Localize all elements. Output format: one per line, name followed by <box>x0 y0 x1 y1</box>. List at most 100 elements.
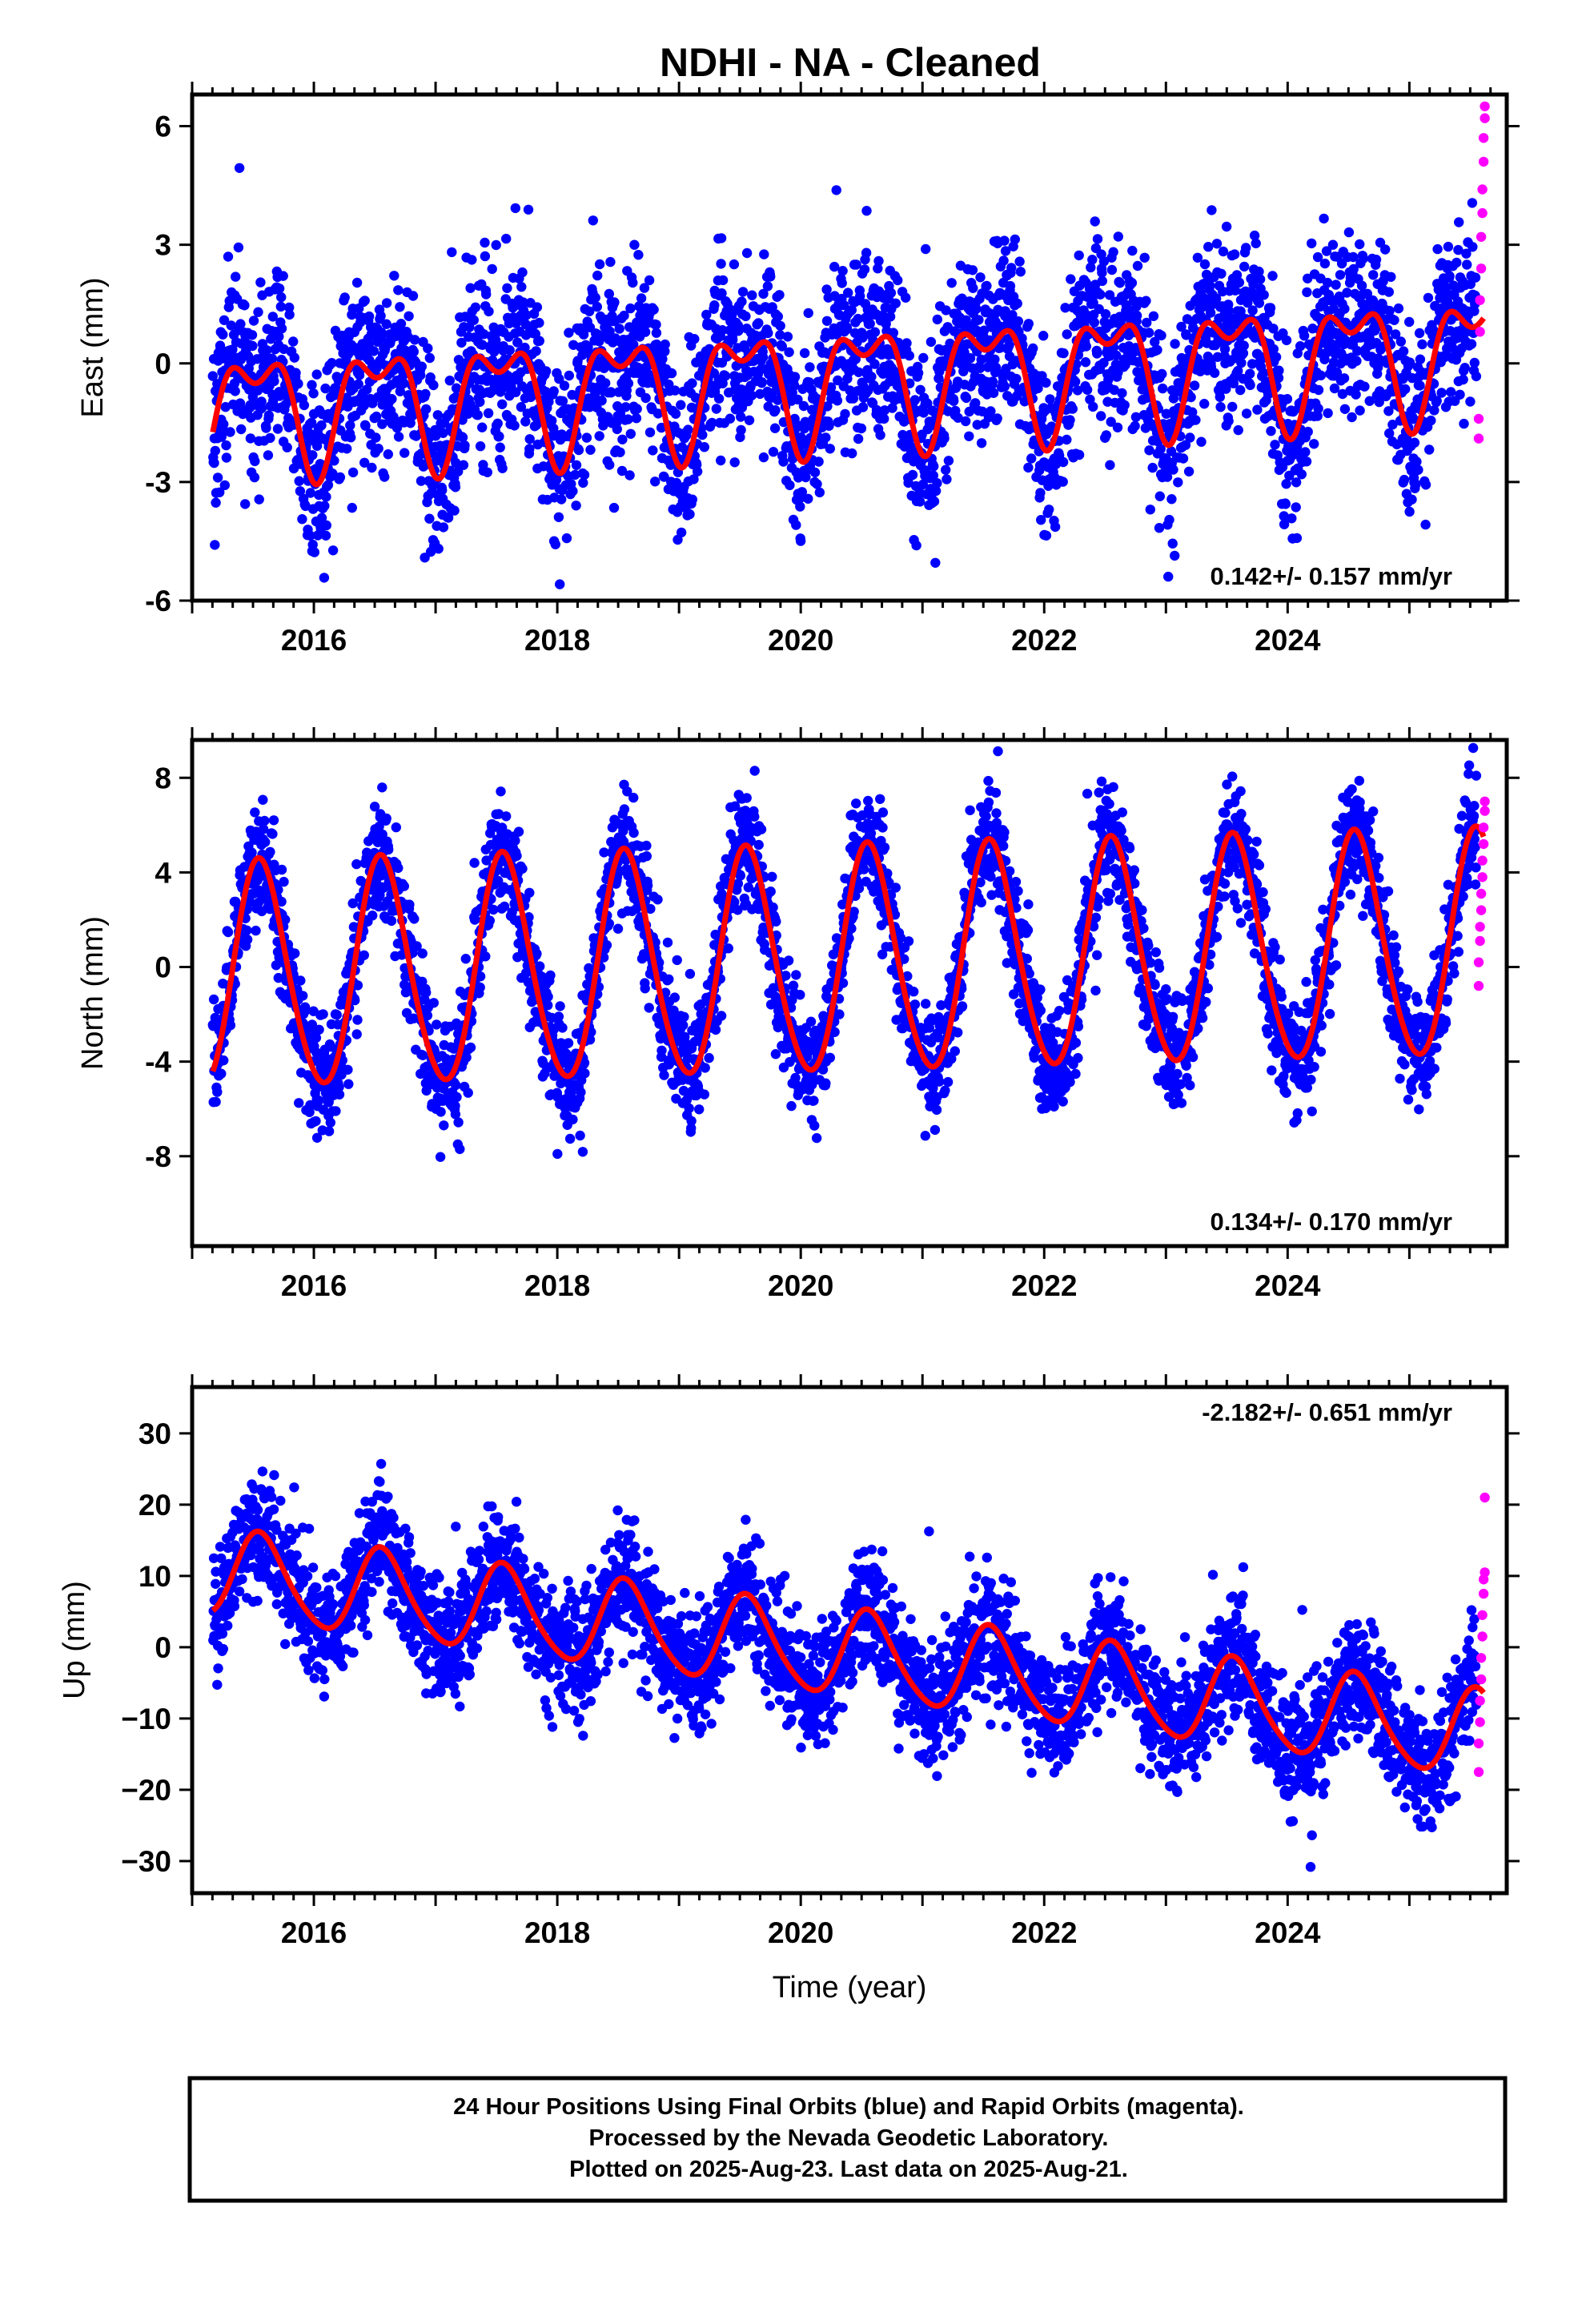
east-final-point <box>1319 213 1329 224</box>
east-final-point <box>1462 259 1472 270</box>
east-final-point <box>393 285 404 296</box>
east-final-point <box>946 278 957 288</box>
north-final-point <box>555 1001 565 1011</box>
east-ytick-label: 0 <box>155 348 171 380</box>
east-final-point <box>1279 511 1289 521</box>
east-final-point <box>639 283 650 293</box>
east-final-point <box>1168 393 1179 404</box>
east-final-point <box>1173 477 1183 488</box>
east-final-point <box>1429 405 1439 416</box>
north-final-point <box>219 1055 229 1066</box>
east-final-point <box>1131 310 1142 321</box>
east-final-point <box>875 430 885 440</box>
east-final-point <box>282 442 292 452</box>
north-final-point <box>543 1000 553 1011</box>
east-final-point <box>381 319 391 329</box>
east-final-point <box>1268 344 1279 355</box>
north-final-point <box>225 1020 236 1031</box>
east-final-point <box>737 296 747 307</box>
east-final-point <box>1343 227 1355 238</box>
north-final-point <box>268 815 279 826</box>
east-final-point <box>235 398 246 408</box>
east-final-point <box>396 319 407 329</box>
east-final-point <box>1393 303 1404 314</box>
east-final-point <box>789 380 800 391</box>
east-final-point <box>438 522 449 533</box>
east-final-point <box>1167 385 1178 396</box>
east-final-point <box>829 261 840 272</box>
east-final-point <box>444 376 455 386</box>
east-final-point <box>379 472 390 482</box>
east-final-point <box>1006 263 1017 273</box>
east-final-point <box>1050 521 1061 533</box>
east-final-point <box>571 460 582 470</box>
east-final-point <box>1142 317 1152 328</box>
east-final-point <box>625 303 636 314</box>
north-plot-area <box>207 742 1490 1162</box>
east-final-point <box>1249 230 1260 241</box>
east-final-point <box>869 327 881 337</box>
east-final-point <box>1398 346 1409 356</box>
east-final-point <box>1389 315 1399 325</box>
east-final-point <box>1452 257 1462 268</box>
east-final-point <box>341 392 351 403</box>
east-final-point <box>1233 424 1243 436</box>
east-final-point <box>1152 344 1162 356</box>
east-final-point <box>404 311 414 321</box>
east-final-point <box>733 326 744 336</box>
east-final-point <box>1428 325 1439 336</box>
east-final-point <box>274 332 284 342</box>
east-ytick-label: 6 <box>155 111 171 143</box>
east-final-point <box>219 480 230 491</box>
east-final-point <box>1106 264 1118 275</box>
east-rapid-point <box>1477 184 1488 195</box>
east-final-point <box>272 424 283 434</box>
east-final-point <box>648 445 658 456</box>
east-final-point <box>548 386 559 396</box>
east-final-point <box>1312 251 1323 263</box>
east-final-point <box>1267 271 1278 281</box>
east-final-point <box>517 267 528 278</box>
north-final-point <box>318 1009 328 1019</box>
east-final-point <box>831 185 841 195</box>
north-final-point <box>290 948 300 959</box>
east-final-point <box>1154 523 1165 533</box>
east-final-point <box>1038 331 1049 341</box>
east-final-point <box>482 467 492 477</box>
east-final-point <box>648 304 659 315</box>
east-final-point <box>371 411 382 422</box>
east-final-point <box>914 497 926 507</box>
east-final-point <box>450 482 461 493</box>
east-final-point <box>491 239 501 251</box>
east-final-point <box>650 476 661 487</box>
east-final-point <box>716 259 726 269</box>
east-final-point <box>1106 416 1116 427</box>
east-final-point <box>709 300 720 311</box>
east-final-point <box>941 305 951 316</box>
east-final-point <box>497 463 508 473</box>
east-final-point <box>848 393 859 404</box>
east-final-point <box>291 368 301 378</box>
north-final-point <box>314 1096 324 1106</box>
east-rapid-point <box>1478 133 1489 143</box>
east-final-point <box>1234 277 1245 287</box>
east-final-point <box>456 337 467 348</box>
east-final-point <box>250 456 260 467</box>
east-final-point <box>598 420 608 431</box>
east-final-point <box>911 540 921 551</box>
east-final-point <box>1468 242 1478 252</box>
east-final-point <box>391 423 403 433</box>
east-final-point <box>873 263 883 274</box>
east-final-point <box>343 349 353 360</box>
east-final-point <box>869 359 880 369</box>
east-rapid-point <box>1477 207 1488 219</box>
east-final-point <box>1302 287 1312 298</box>
east-final-point <box>267 312 278 322</box>
east-final-point <box>1117 388 1127 399</box>
east-final-point <box>909 395 921 405</box>
east-final-point <box>521 310 532 320</box>
east-final-point <box>851 259 861 270</box>
east-final-point <box>249 472 260 483</box>
north-final-point <box>331 1106 341 1116</box>
east-final-point <box>254 494 264 505</box>
